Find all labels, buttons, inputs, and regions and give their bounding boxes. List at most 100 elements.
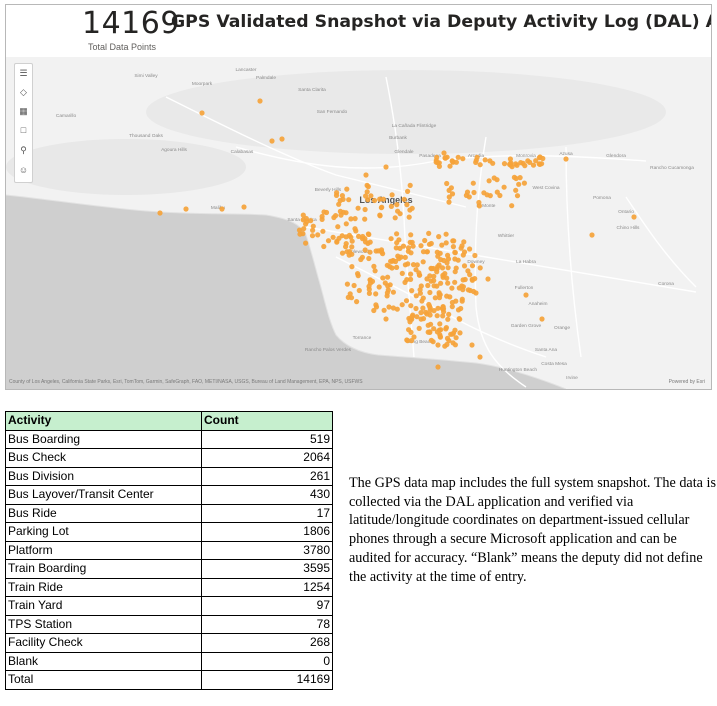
gps-point bbox=[477, 354, 483, 360]
gps-point bbox=[387, 264, 393, 270]
gps-point bbox=[446, 338, 452, 344]
gps-point bbox=[409, 314, 415, 320]
activity-cell: Platform bbox=[5, 540, 202, 560]
table-row: Platform 3780 bbox=[5, 540, 333, 560]
activity-cell: Train Yard bbox=[5, 596, 202, 616]
gps-point bbox=[183, 206, 189, 212]
gps-point bbox=[403, 298, 410, 304]
gps-point bbox=[337, 197, 343, 204]
powered-by-esri[interactable]: Powered by Esri bbox=[668, 379, 705, 385]
gps-point bbox=[457, 330, 463, 336]
gps-point bbox=[380, 275, 386, 281]
gps-point bbox=[407, 239, 413, 245]
gps-point bbox=[325, 238, 332, 244]
gps-point bbox=[390, 289, 396, 295]
gps-point bbox=[339, 193, 345, 199]
gps-point bbox=[380, 251, 386, 257]
place-label: Glendale bbox=[394, 149, 414, 155]
gps-point bbox=[400, 243, 407, 249]
gps-point bbox=[377, 212, 383, 218]
place-label: La Habra bbox=[516, 259, 536, 265]
gps-point bbox=[355, 205, 361, 211]
gps-point bbox=[411, 334, 417, 340]
grid-icon[interactable]: ▦ bbox=[19, 106, 28, 116]
gps-point bbox=[438, 280, 444, 286]
gps-point bbox=[343, 244, 349, 250]
search-icon[interactable]: ⚲ bbox=[20, 145, 27, 155]
gps-point bbox=[426, 230, 432, 236]
gps-point bbox=[455, 154, 461, 160]
gps-point bbox=[517, 175, 523, 181]
place-label: Camarillo bbox=[56, 113, 77, 119]
gps-point bbox=[471, 189, 477, 196]
place-label: Downey bbox=[467, 259, 485, 265]
gps-point bbox=[444, 180, 450, 187]
gps-point bbox=[439, 265, 446, 271]
layers-icon[interactable]: ◇ bbox=[20, 87, 27, 97]
gps-point bbox=[394, 231, 400, 237]
gps-point bbox=[349, 251, 355, 257]
count-cell: 17 bbox=[201, 503, 333, 523]
place-label: Santa Ana bbox=[535, 347, 557, 353]
activity-cell: Parking Lot bbox=[5, 522, 202, 542]
gps-point bbox=[436, 262, 442, 268]
gps-point bbox=[373, 248, 379, 254]
place-label: Inglewood bbox=[347, 249, 369, 255]
gps-point bbox=[336, 235, 342, 241]
gps-point bbox=[449, 304, 455, 310]
gps-point bbox=[352, 216, 358, 222]
activity-cell: Total bbox=[5, 670, 202, 690]
activity-cell: Train Boarding bbox=[5, 559, 202, 579]
gps-point bbox=[452, 279, 458, 285]
gps-point bbox=[464, 189, 471, 195]
map-toolbar: ☰ ◇ ▦ □ ⚲ ☺ bbox=[14, 63, 33, 183]
gps-point bbox=[351, 282, 357, 289]
gps-point bbox=[364, 189, 370, 195]
gps-point bbox=[366, 255, 372, 262]
person-icon[interactable]: ☺ bbox=[18, 165, 29, 175]
select-icon[interactable]: □ bbox=[20, 125, 27, 135]
gps-point bbox=[451, 238, 457, 244]
place-label: El Monte bbox=[477, 203, 496, 209]
gps-point bbox=[321, 209, 327, 215]
place-label: Anaheim bbox=[529, 301, 548, 307]
gps-point bbox=[397, 211, 403, 217]
gps-point bbox=[533, 158, 539, 164]
place-label: Rancho Cucamonga bbox=[650, 165, 694, 171]
gps-point bbox=[399, 270, 405, 276]
gps-point bbox=[428, 240, 434, 247]
gps-point bbox=[310, 223, 316, 229]
gps-point bbox=[409, 205, 415, 211]
gps-point bbox=[469, 263, 476, 269]
gps-point bbox=[383, 316, 389, 322]
gps-point bbox=[513, 175, 519, 182]
gps-point bbox=[334, 190, 340, 196]
gps-point bbox=[414, 262, 420, 268]
gps-point bbox=[388, 236, 394, 242]
place-label: Burbank bbox=[389, 135, 407, 141]
gps-point bbox=[320, 228, 326, 234]
list-icon[interactable]: ☰ bbox=[19, 68, 28, 78]
description-note: The GPS data map includes the full syste… bbox=[349, 475, 716, 585]
place-label: Agoura Hills bbox=[161, 147, 187, 153]
place-label: Torrance bbox=[353, 335, 372, 341]
gps-point bbox=[358, 256, 364, 263]
gps-point bbox=[522, 163, 528, 169]
gps-point bbox=[518, 160, 524, 166]
count-cell: 0 bbox=[201, 651, 333, 671]
total-data-points-value: 14169 bbox=[82, 6, 180, 41]
gps-point bbox=[523, 292, 529, 298]
gps-point bbox=[491, 175, 497, 181]
gps-point bbox=[437, 321, 443, 327]
gps-point bbox=[460, 156, 466, 162]
gps-point bbox=[501, 161, 508, 167]
gps-point bbox=[419, 298, 425, 304]
gps-point bbox=[473, 290, 479, 296]
header-activity: Activity bbox=[5, 411, 202, 431]
gps-point bbox=[449, 299, 455, 306]
gps-point bbox=[537, 154, 543, 160]
gps-point bbox=[456, 285, 462, 291]
gps-point bbox=[347, 291, 353, 297]
gps-point bbox=[349, 244, 355, 250]
